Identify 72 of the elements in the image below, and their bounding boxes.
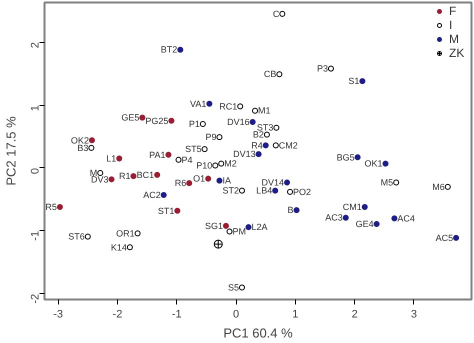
data-label: AC5	[436, 232, 454, 243]
data-label: M2	[224, 158, 237, 169]
data-label: ST6	[68, 232, 85, 242]
data-label: S1	[348, 76, 360, 86]
data-label: L1	[106, 154, 116, 164]
data-label: ST5	[185, 144, 202, 154]
data-label: GE4	[356, 218, 374, 229]
data-label: SG1	[204, 220, 223, 231]
y-tick-label: -1	[30, 230, 42, 241]
data-label: B3	[77, 142, 88, 153]
data-label: B2	[252, 130, 264, 140]
data-label: P1	[188, 118, 200, 129]
data-label: DV16	[227, 117, 250, 128]
data-label: CM1	[342, 202, 362, 212]
data-label: ST1	[158, 206, 174, 216]
data-label: CB	[264, 69, 276, 80]
data-label: AC3	[325, 212, 343, 223]
x-tick-label: 2	[352, 308, 358, 320]
data-label: K14	[110, 242, 127, 252]
data-label: VA1	[190, 98, 206, 109]
data-label: M6	[432, 182, 445, 192]
legend-label: ZK	[449, 46, 466, 60]
data-label: OK1	[364, 158, 383, 169]
data-label: ST2	[222, 186, 239, 196]
data-label: P10	[196, 160, 212, 170]
data-label: P9	[205, 132, 216, 142]
legend-label: I	[449, 18, 454, 32]
data-label: PM	[232, 226, 246, 237]
data-label: PO2	[293, 186, 312, 197]
x-tick-label: -1	[172, 308, 182, 320]
x-tick-label: 0	[233, 308, 240, 320]
data-label: AC4	[397, 213, 415, 224]
x-axis-title: PC1 60.4 %	[223, 326, 294, 340]
data-label: R4	[251, 140, 263, 150]
data-label: R5	[45, 202, 57, 212]
y-tick-label: 1	[30, 105, 42, 112]
data-label: IA	[222, 176, 231, 186]
y-tick-label: 0	[30, 168, 42, 174]
data-label: RC1	[219, 101, 238, 112]
data-label: O1	[193, 174, 206, 184]
x-tick-label: 3	[410, 308, 418, 320]
data-label: LB4	[256, 186, 272, 196]
y-tick-label: 2	[30, 42, 42, 48]
legend-label: F	[449, 4, 458, 18]
data-label: C	[272, 8, 280, 19]
legend-label: M	[449, 32, 460, 46]
data-label: P3	[316, 64, 328, 74]
data-label: R6	[174, 178, 186, 188]
data-label: DV14	[262, 177, 284, 188]
data-label: S5	[228, 282, 239, 293]
data-label: CM2	[278, 140, 298, 150]
x-tick-label: 1	[292, 308, 298, 320]
data-label: B	[288, 205, 294, 216]
x-tick-label: -2	[112, 308, 122, 320]
data-label: BG5	[336, 152, 355, 162]
x-tick-label: -3	[53, 308, 64, 320]
data-label: PG25	[145, 116, 168, 126]
data-label: OR1	[116, 228, 135, 238]
data-label: M5	[380, 177, 394, 188]
data-label: GE5	[121, 112, 140, 123]
data-label: BC1	[136, 170, 154, 180]
data-label: PA1	[149, 150, 166, 160]
data-label: R1	[118, 171, 130, 182]
data-label: OK2	[70, 135, 89, 146]
data-label: L2A	[252, 222, 268, 232]
y-axis-title: PC2 17.5 %	[4, 116, 18, 186]
data-label: DV13	[233, 149, 256, 160]
y-tick-label: -2	[30, 294, 42, 304]
data-label: AC2	[143, 190, 161, 200]
data-label: P4	[182, 154, 193, 165]
data-label: M1	[258, 106, 271, 116]
data-label: BT2	[160, 44, 178, 55]
